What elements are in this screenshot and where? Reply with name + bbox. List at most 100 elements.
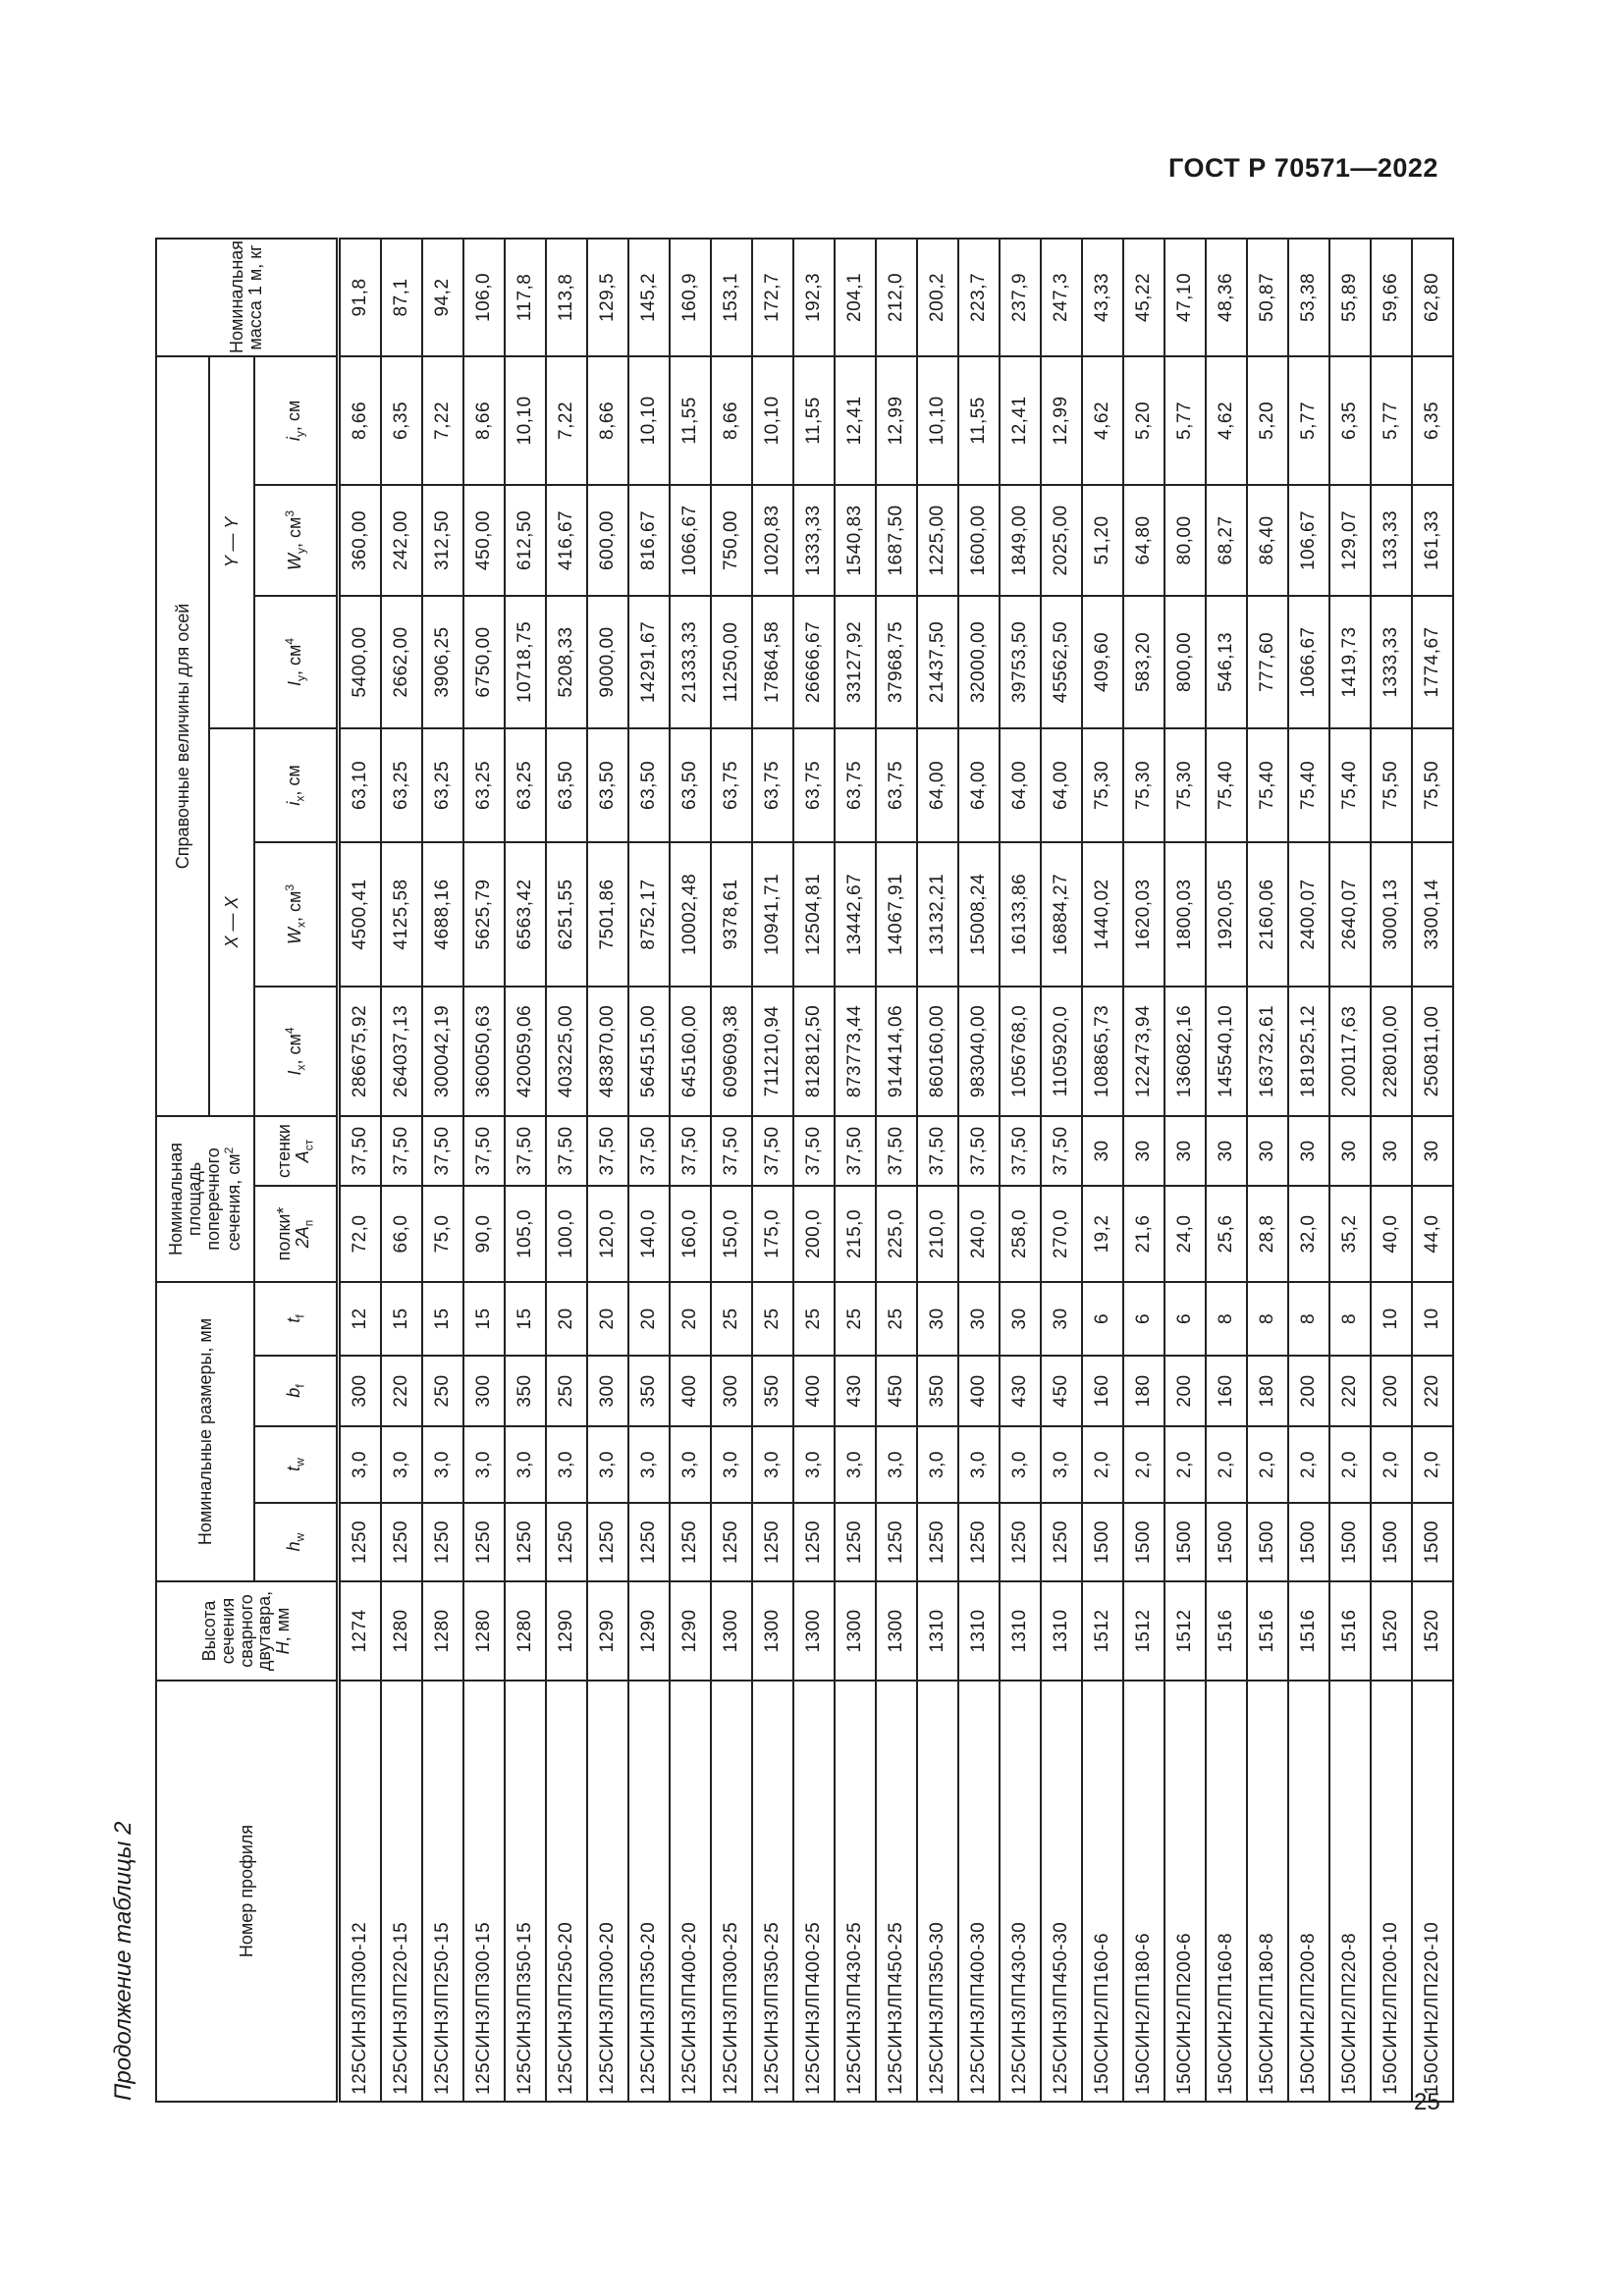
table-cell: 4,62	[1082, 355, 1123, 485]
table-row: 125СИН3ЛП350-25 1300 1250 3,0 350 25 175,0 37,5…	[752, 238, 793, 2102]
table-cell: 37,50	[917, 1115, 958, 1186]
table-cell: 1520	[1412, 1581, 1453, 1681]
table-cell: 12,99	[1041, 355, 1082, 485]
profile-number-cell: 125СИН3ЛП450-25	[876, 1681, 917, 2102]
table-cell: 4688,16	[422, 841, 463, 987]
subheader-symbol: I	[284, 1070, 304, 1076]
profile-number-cell: 125СИН3ЛП220-15	[381, 1681, 422, 2102]
table-cell: 225,0	[876, 1185, 917, 1282]
table-cell: 13132,21	[917, 841, 958, 987]
table-cell: 26666,67	[793, 595, 835, 728]
table-cell: 30	[1206, 1115, 1247, 1186]
table-cell: 4125,58	[381, 841, 422, 987]
table-cell: 215,0	[835, 1185, 876, 1282]
table-cell: 2160,06	[1247, 841, 1288, 987]
table-cell: 37,50	[670, 1115, 711, 1186]
table-cell: 8	[1206, 1281, 1247, 1356]
table-cell: 72,0	[338, 1185, 381, 1282]
table-cell: 983040,00	[958, 986, 1000, 1116]
table-cell: 350	[505, 1356, 546, 1426]
table-cell: 2,0	[1329, 1426, 1371, 1503]
table-cell: 1500	[1412, 1503, 1453, 1581]
table-cell: 6	[1164, 1281, 1206, 1356]
table-cell: 2,0	[1123, 1426, 1164, 1503]
table-cell: 30	[958, 1281, 1000, 1356]
table-cell: 1290	[628, 1581, 670, 1681]
table-cell: 87,1	[381, 238, 422, 356]
table-row: 150СИН2ЛП220-10 1520 1500 2,0 220 10 44,0 30 250…	[1412, 238, 1453, 2102]
table-cell: 37,50	[711, 1115, 752, 1186]
table-row: 150СИН2ЛП180-8 1516 1500 2,0 180 8 28,8 30 16373…	[1247, 238, 1288, 2102]
subheader-unit: , см	[283, 765, 303, 796]
table-row: 125СИН3ЛП400-20 1290 1250 3,0 400 20 160,0 37,5…	[670, 238, 711, 2102]
table-cell: 10	[1412, 1281, 1453, 1356]
table-cell: 1500	[1247, 1503, 1288, 1581]
table-cell: 37,50	[546, 1115, 587, 1186]
table-cell: 30	[1164, 1115, 1206, 1186]
table-cell: 5208,33	[546, 595, 587, 728]
table-cell: 48,36	[1206, 238, 1247, 356]
table-cell: 25	[752, 1281, 793, 1356]
table-cell: 64,80	[1123, 484, 1164, 596]
table-cell: 220	[1329, 1356, 1371, 1426]
table-cell: 5625,79	[463, 841, 505, 987]
profile-number-cell: 125СИН3ЛП350-20	[628, 1681, 670, 2102]
table-cell: 1066,67	[670, 484, 711, 596]
table-cell: 37,50	[1041, 1115, 1082, 1186]
table-cell: 6750,00	[463, 595, 505, 728]
table-cell: 63,50	[670, 727, 711, 842]
table-cell: 15	[422, 1281, 463, 1356]
table-cell: 63,50	[546, 727, 587, 842]
profile-number-cell: 150СИН2ЛП200-6	[1164, 1681, 1206, 2102]
table-cell: 62,80	[1412, 238, 1453, 356]
table-cell: 63,25	[422, 727, 463, 842]
table-cell: 75,40	[1288, 727, 1329, 842]
table-cell: 564515,00	[628, 986, 670, 1116]
table-cell: 10	[1371, 1281, 1412, 1356]
subheader-subscript: f	[293, 1314, 307, 1318]
table-cell: 16133,86	[1000, 841, 1041, 987]
table-cell: 3,0	[381, 1426, 422, 1503]
table-cell: 7,22	[422, 355, 463, 485]
table-cell: 1600,00	[958, 484, 1000, 596]
table-cell: 5,20	[1123, 355, 1164, 485]
table-row: 125СИН3ЛП350-15 1280 1250 3,0 350 15 105,0 37,5…	[505, 238, 546, 2102]
table-cell: 1516	[1288, 1581, 1329, 1681]
subheader-subscript: п	[301, 1219, 316, 1227]
table-cell: 14067,91	[876, 841, 917, 987]
subheader-superscript: 4	[282, 637, 297, 645]
table-cell: 1920,05	[1206, 841, 1247, 987]
table-cell: 228010,00	[1371, 986, 1412, 1116]
table-cell: 1250	[338, 1503, 381, 1581]
table-row: 150СИН2ЛП160-8 1516 1500 2,0 160 8 25,6 30 14554…	[1206, 238, 1247, 2102]
table-cell: 1250	[711, 1503, 752, 1581]
table-cell: 160	[1082, 1356, 1123, 1426]
table-cell: 1250	[463, 1503, 505, 1581]
table-cell: 483870,00	[587, 986, 628, 1116]
table-cell: 47,10	[1164, 238, 1206, 356]
table-cell: 45,22	[1123, 238, 1164, 356]
table-cell: 1290	[587, 1581, 628, 1681]
table-cell: 1280	[505, 1581, 546, 1681]
table-cell: 37,50	[463, 1115, 505, 1186]
table-cell: 1500	[1164, 1503, 1206, 1581]
table-cell: 450	[876, 1356, 917, 1426]
table-cell: 63,75	[793, 727, 835, 842]
table-cell: 11,55	[958, 355, 1000, 485]
table-cell: 20	[587, 1281, 628, 1356]
table-cell: 20	[546, 1281, 587, 1356]
table-cell: 63,75	[835, 727, 876, 842]
table-cell: 2,0	[1412, 1426, 1453, 1503]
table-cell: 63,75	[876, 727, 917, 842]
profile-number-cell: 125СИН3ЛП300-15	[463, 1681, 505, 2102]
profile-table: Номер профиля Высота сечения сварного дв…	[155, 238, 1454, 2103]
subheader-superscript: 4	[282, 1027, 297, 1035]
table-cell: 6,35	[1412, 355, 1453, 485]
table-cell: 360050,63	[463, 986, 505, 1116]
subheader-ix-inertia: Ix, см4	[254, 986, 339, 1116]
table-cell: 37,50	[835, 1115, 876, 1186]
table-cell: 1250	[917, 1503, 958, 1581]
table-cell: 8	[1329, 1281, 1371, 1356]
subheader-subscript: y	[294, 675, 308, 681]
table-row: 150СИН2ЛП200-10 1520 1500 2,0 200 10 40,0 30 228…	[1371, 238, 1412, 2102]
